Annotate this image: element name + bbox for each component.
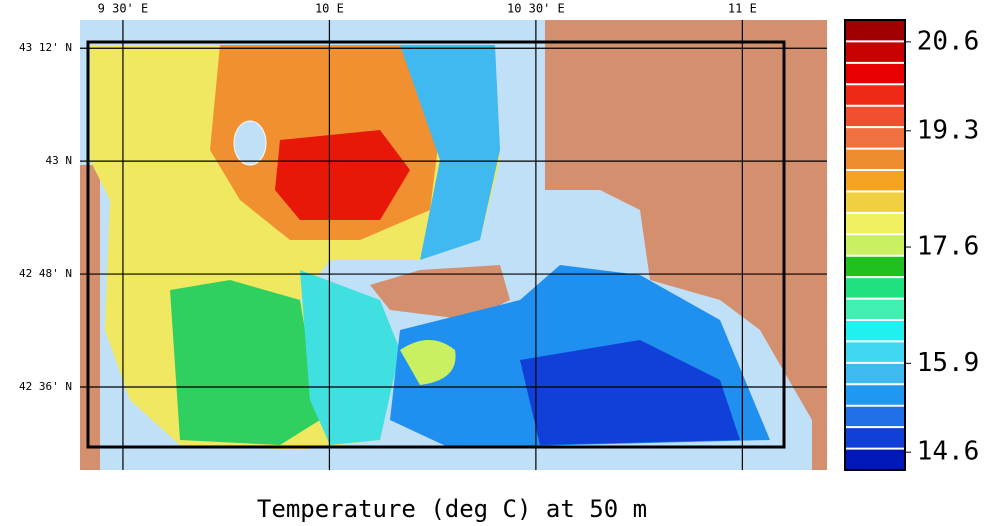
colorbar-band	[845, 255, 905, 278]
colorbar-band	[845, 362, 905, 385]
colorbar-band	[845, 384, 905, 406]
y-tick-label: 43 N	[46, 154, 73, 167]
colorbar-band	[845, 41, 905, 63]
map-title: Temperature (deg C) at 50 m	[257, 495, 647, 522]
colorbar-band	[845, 320, 905, 342]
x-tick-label: 10 30' E	[507, 2, 565, 16]
y-tick-label: 42 36' N	[19, 380, 72, 393]
colorbar-band	[845, 427, 905, 449]
colorbar-band	[845, 105, 905, 128]
colorbar-label: 20.6	[917, 26, 980, 56]
y-tick-label: 43 12' N	[19, 41, 72, 54]
field-cyan	[300, 270, 400, 445]
colorbar-band	[845, 148, 905, 170]
colorbar-band	[845, 405, 905, 428]
x-tick-label: 10 E	[315, 2, 344, 16]
land	[80, 165, 100, 470]
colorbar-band	[845, 62, 905, 85]
field-green	[170, 280, 320, 445]
island	[370, 265, 510, 320]
colorbar-band	[845, 170, 905, 192]
colorbar-band	[845, 191, 905, 213]
field-patch	[400, 340, 456, 385]
field-deep-blue	[520, 340, 740, 445]
colorbar-band	[845, 212, 905, 235]
colorbar-frame	[844, 19, 906, 471]
colorbar-band	[845, 341, 905, 363]
colorbar: 20.6 19.3 17.6 15.9 14.6	[844, 19, 980, 471]
x-tick-label: 9 30' E	[98, 2, 149, 16]
colorbar-band	[845, 84, 905, 106]
colorbar-label: 14.6	[917, 437, 980, 467]
x-tick-label: 11 E	[728, 2, 757, 16]
colorbar-band	[845, 448, 905, 470]
colorbar-band	[845, 127, 905, 149]
land	[545, 20, 827, 470]
colorbar-band	[845, 20, 905, 42]
y-tick-label: 42 48' N	[19, 267, 72, 280]
field-red	[275, 130, 410, 220]
map-frame	[86, 40, 786, 449]
colorbar-label: 19.3	[917, 115, 980, 145]
colorbar-band	[845, 234, 905, 256]
map	[80, 20, 827, 470]
colorbar-band	[845, 298, 905, 320]
colorbar-label: 15.9	[917, 348, 980, 378]
field-cool	[400, 45, 500, 260]
colorbar-label: 17.6	[917, 232, 980, 262]
axes: 9 30' E 10 E 10 30' E 11 E 43 12' N 43 N 42 48…	[19, 2, 827, 470]
island-capraia	[233, 120, 267, 166]
colorbar-band	[845, 277, 905, 299]
